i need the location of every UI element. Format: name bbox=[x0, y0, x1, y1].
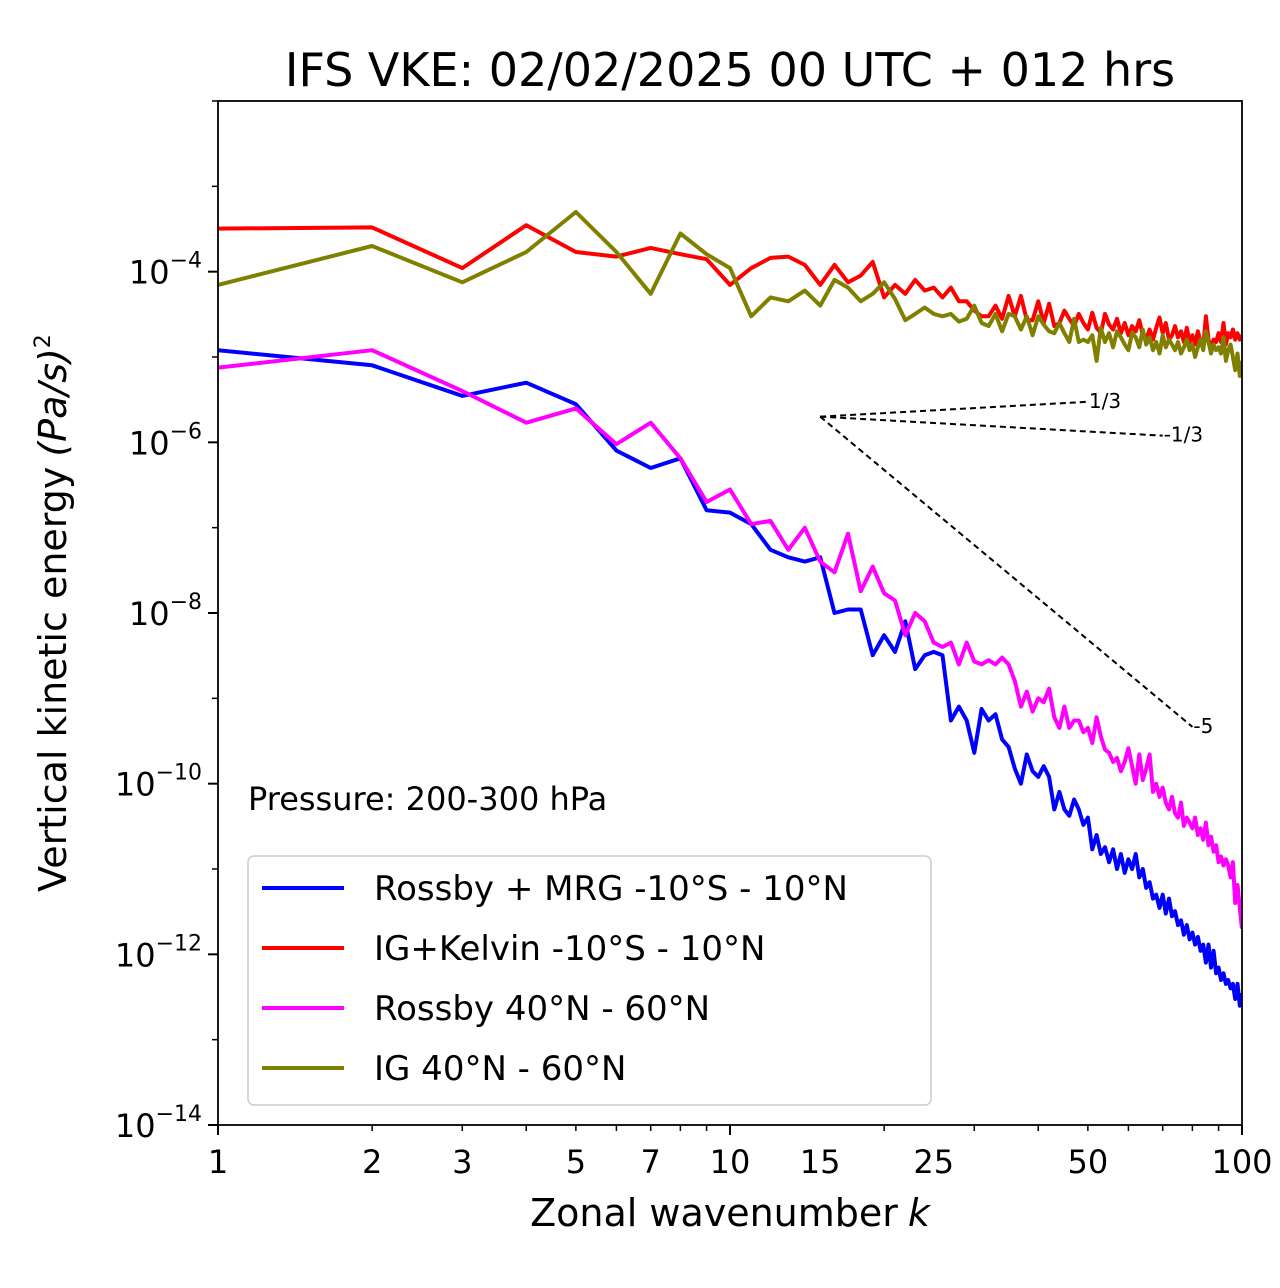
legend-label-2: Rossby 40°N - 60°N bbox=[374, 989, 710, 1029]
slope-line-2 bbox=[819, 415, 1194, 728]
y-tick-label: 10−10 bbox=[115, 761, 202, 804]
y-tick-label: 10−4 bbox=[129, 249, 202, 292]
x-tick-label: 10 bbox=[710, 1143, 751, 1181]
x-tick-label: 2 bbox=[362, 1143, 382, 1181]
x-tick-label: 25 bbox=[913, 1143, 954, 1181]
x-tick-label: 3 bbox=[452, 1143, 472, 1181]
y-tick-label: 10−12 bbox=[115, 931, 202, 974]
reference-slopes: 1/3 -1/3 -5 bbox=[819, 389, 1213, 738]
y-axis-label-text: Vertical kinetic energy bbox=[31, 467, 75, 892]
y-tick-label: 10−14 bbox=[115, 1102, 202, 1145]
plot-lines bbox=[218, 210, 1242, 1008]
x-tick-label: 5 bbox=[566, 1143, 586, 1181]
legend-label-3: IG 40°N - 60°N bbox=[374, 1049, 626, 1089]
x-axis-label-var: k bbox=[908, 1191, 932, 1235]
y-axis-ticks: 10−4 10−6 10−8 10−10 10−12 10−14 bbox=[115, 100, 218, 1145]
x-tick-label: 15 bbox=[800, 1143, 841, 1181]
series-line-3 bbox=[218, 210, 1242, 378]
legend-label-1: IG+Kelvin -10°S - 10°N bbox=[374, 929, 765, 969]
slope-line-1 bbox=[820, 415, 1163, 437]
slope-label-0: 1/3 bbox=[1089, 389, 1121, 413]
x-tick-label: 1 bbox=[208, 1143, 228, 1181]
legend-frame bbox=[247, 855, 932, 1106]
y-axis-label: Vertical kinetic energy (Pa/s)2 bbox=[31, 334, 75, 892]
series-line-1 bbox=[218, 223, 1242, 350]
y-tick-label: 10−8 bbox=[129, 590, 202, 633]
x-axis-ticks: 1 2 3 5 7 10 15 25 50 100 bbox=[208, 1125, 1273, 1181]
series-line-0 bbox=[218, 348, 1242, 1008]
slope-line-0 bbox=[820, 400, 1088, 418]
x-axis-label-text: Zonal wavenumber bbox=[530, 1191, 898, 1235]
slope-label-2: -5 bbox=[1193, 714, 1213, 738]
x-axis-label: Zonal wavenumber k bbox=[530, 1191, 932, 1235]
chart-title: IFS VKE: 02/02/2025 00 UTC + 012 hrs bbox=[285, 43, 1175, 97]
series-line-2 bbox=[218, 348, 1242, 929]
y-axis-label-power: 2 bbox=[31, 334, 56, 348]
y-axis-label-units: (Pa/s) bbox=[31, 348, 75, 456]
legend-label-0: Rossby + MRG -10°S - 10°N bbox=[374, 869, 848, 909]
x-tick-label: 50 bbox=[1068, 1143, 1109, 1181]
pressure-annotation: Pressure: 200-300 hPa bbox=[248, 780, 607, 818]
y-tick-label: 10−6 bbox=[129, 419, 202, 462]
x-tick-label: 7 bbox=[641, 1143, 661, 1181]
legend: Rossby + MRG -10°S - 10°N IG+Kelvin -10°S… bbox=[247, 855, 932, 1106]
x-tick-label: 100 bbox=[1211, 1143, 1272, 1181]
slope-label-1: -1/3 bbox=[1164, 423, 1203, 447]
